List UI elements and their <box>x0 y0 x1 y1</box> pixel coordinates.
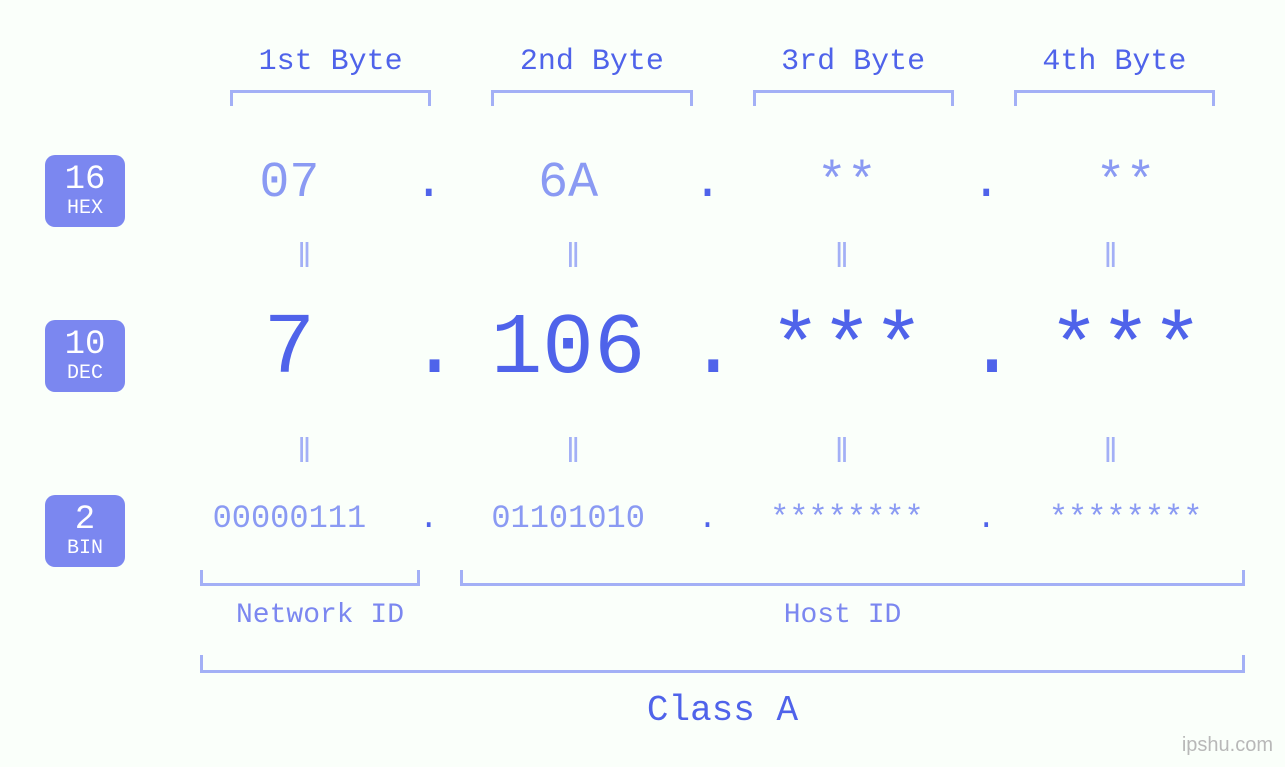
hex-byte-1: 07 <box>170 155 409 212</box>
top-bracket-4 <box>1014 90 1215 106</box>
dec-dot-2: . <box>688 300 728 398</box>
equals-row-1: ǁ ǁ ǁ ǁ <box>170 240 1245 278</box>
hex-dot-1: . <box>409 155 449 212</box>
eq2-2: ǁ <box>439 435 708 473</box>
eq1-1: ǁ <box>170 240 439 278</box>
badge-dec-lbl: DEC <box>67 364 103 384</box>
bin-row: 00000111 . 01101010 . ******** . *******… <box>170 500 1245 537</box>
bin-dot-3: . <box>966 500 1006 537</box>
hex-byte-4: ** <box>1006 155 1245 212</box>
dec-byte-3: *** <box>728 300 967 398</box>
badge-bin: 2 BIN <box>45 495 125 567</box>
top-bracket-1 <box>230 90 431 106</box>
dec-byte-2: 106 <box>449 300 688 398</box>
class-label: Class A <box>200 690 1245 731</box>
bin-byte-1: 00000111 <box>170 500 409 537</box>
dec-row: 7 . 106 . *** . *** <box>170 300 1245 398</box>
bin-byte-4: ******** <box>1006 500 1245 537</box>
byte-label-2: 2nd Byte <box>461 45 722 79</box>
byte-label-4: 4th Byte <box>984 45 1245 79</box>
eq1-2: ǁ <box>439 240 708 278</box>
badge-dec-num: 10 <box>65 328 106 362</box>
byte-label-3: 3rd Byte <box>723 45 984 79</box>
badge-bin-num: 2 <box>75 503 95 537</box>
equals-row-2: ǁ ǁ ǁ ǁ <box>170 435 1245 473</box>
bin-dot-1: . <box>409 500 449 537</box>
top-bracket-2 <box>491 90 692 106</box>
network-id-bracket <box>200 570 420 586</box>
eq2-4: ǁ <box>976 435 1245 473</box>
byte-label-1: 1st Byte <box>200 45 461 79</box>
bin-byte-2: 01101010 <box>449 500 688 537</box>
netid-labels: Network ID Host ID <box>200 600 1245 631</box>
hex-byte-2: 6A <box>449 155 688 212</box>
top-bracket-3 <box>753 90 954 106</box>
badge-hex: 16 HEX <box>45 155 125 227</box>
watermark: ipshu.com <box>1182 734 1273 757</box>
dec-byte-1: 7 <box>170 300 409 398</box>
netid-brackets <box>200 570 1245 590</box>
hex-row: 07 . 6A . ** . ** <box>170 155 1245 212</box>
dec-byte-4: *** <box>1006 300 1245 398</box>
host-id-label: Host ID <box>440 600 1245 631</box>
bin-byte-3: ******** <box>728 500 967 537</box>
hex-byte-3: ** <box>728 155 967 212</box>
badge-hex-lbl: HEX <box>67 199 103 219</box>
byte-labels-row: 1st Byte 2nd Byte 3rd Byte 4th Byte <box>200 45 1245 79</box>
eq1-3: ǁ <box>708 240 977 278</box>
eq2-1: ǁ <box>170 435 439 473</box>
network-id-label: Network ID <box>200 600 440 631</box>
dec-dot-1: . <box>409 300 449 398</box>
hex-dot-2: . <box>688 155 728 212</box>
eq1-4: ǁ <box>976 240 1245 278</box>
eq2-3: ǁ <box>708 435 977 473</box>
badge-hex-num: 16 <box>65 163 106 197</box>
class-bracket <box>200 655 1245 673</box>
hex-dot-3: . <box>966 155 1006 212</box>
ip-diagram: 1st Byte 2nd Byte 3rd Byte 4th Byte 16 H… <box>0 0 1285 767</box>
bin-dot-2: . <box>688 500 728 537</box>
top-brackets <box>200 90 1245 110</box>
badge-dec: 10 DEC <box>45 320 125 392</box>
badge-bin-lbl: BIN <box>67 539 103 559</box>
dec-dot-3: . <box>966 300 1006 398</box>
host-id-bracket <box>460 570 1245 586</box>
